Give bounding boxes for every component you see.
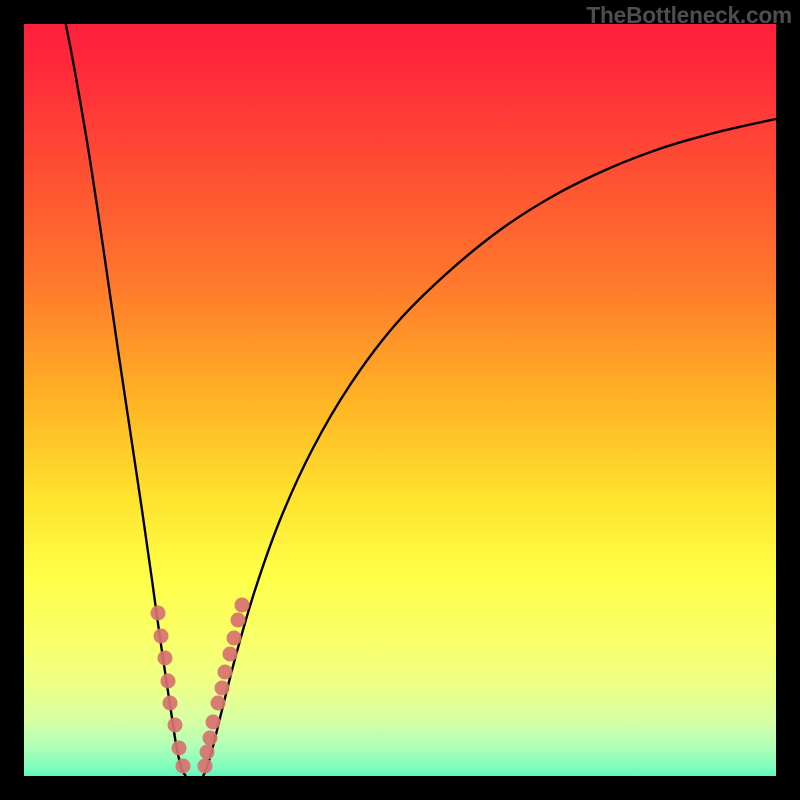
data-marker bbox=[223, 647, 238, 662]
markers-left bbox=[151, 606, 191, 774]
data-marker bbox=[231, 613, 246, 628]
data-marker bbox=[200, 745, 215, 760]
data-marker bbox=[215, 681, 230, 696]
data-marker bbox=[198, 759, 213, 774]
data-marker bbox=[154, 629, 169, 644]
data-marker bbox=[218, 665, 233, 680]
curve-layer bbox=[0, 0, 800, 800]
data-marker bbox=[227, 631, 242, 646]
data-marker bbox=[172, 741, 187, 756]
plot-frame bbox=[12, 12, 788, 788]
data-marker bbox=[176, 759, 191, 774]
markers-right bbox=[198, 598, 250, 774]
data-marker bbox=[168, 718, 183, 733]
watermark-text: TheBottleneck.com bbox=[586, 2, 792, 29]
data-marker bbox=[163, 696, 178, 711]
data-marker bbox=[158, 651, 173, 666]
data-marker bbox=[151, 606, 166, 621]
data-marker bbox=[161, 674, 176, 689]
chart-canvas: TheBottleneck.com bbox=[0, 0, 800, 800]
data-marker bbox=[203, 731, 218, 746]
data-marker bbox=[211, 696, 226, 711]
data-marker bbox=[235, 598, 250, 613]
data-marker bbox=[206, 715, 221, 730]
right-curve bbox=[203, 119, 776, 776]
